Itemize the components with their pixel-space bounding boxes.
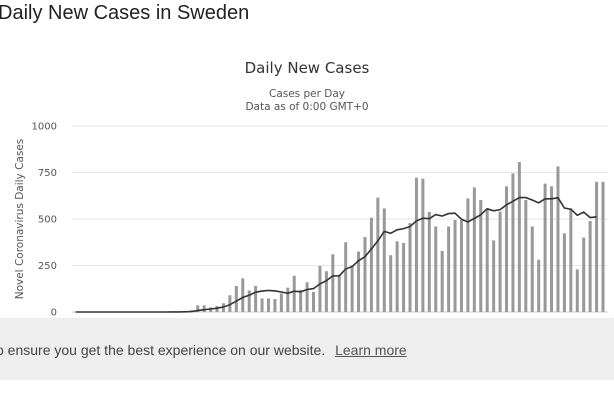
bar	[215, 306, 219, 312]
bar	[382, 208, 386, 312]
bar	[318, 266, 322, 312]
learn-more-link[interactable]: Learn more	[335, 342, 407, 358]
bar	[440, 250, 444, 312]
bar	[234, 285, 238, 312]
bar	[459, 219, 463, 312]
bar	[305, 282, 309, 312]
bar	[556, 166, 560, 312]
bar	[498, 211, 502, 312]
bar	[324, 271, 328, 312]
bar	[588, 221, 592, 312]
bar	[569, 208, 573, 312]
bar	[408, 223, 412, 312]
bar	[241, 278, 245, 312]
bar	[505, 186, 509, 312]
bar	[292, 275, 296, 312]
page-title: Daily New Cases in Sweden	[0, 2, 250, 24]
bar	[376, 197, 380, 312]
bar	[550, 186, 554, 312]
bar	[582, 237, 586, 312]
bar	[254, 285, 258, 312]
bar	[414, 177, 418, 312]
chart-subtitle: Cases per Day	[269, 88, 345, 100]
y-tick-label: 750	[38, 168, 57, 179]
chart-note: Data as of 0:00 GMT+0	[245, 101, 368, 113]
bar	[260, 298, 264, 312]
y-tick-label: 0	[51, 308, 57, 319]
bar	[266, 298, 270, 312]
bar	[337, 274, 341, 312]
bar	[543, 183, 547, 312]
bar	[331, 254, 335, 312]
bar	[279, 293, 283, 312]
bar	[517, 162, 521, 312]
y-axis-label: Novel Coronavirus Daily Cases	[14, 139, 26, 300]
bar	[312, 291, 316, 312]
y-tick-label: 500	[38, 215, 57, 226]
bar	[453, 219, 457, 312]
bar	[479, 200, 483, 312]
bar	[286, 287, 290, 312]
bar	[524, 200, 528, 312]
bar	[492, 240, 496, 312]
bar	[466, 198, 470, 312]
bar	[202, 305, 206, 312]
bar	[357, 251, 361, 312]
bar	[228, 295, 232, 312]
moving-average-line	[75, 196, 597, 313]
bar	[421, 178, 425, 312]
bar	[369, 217, 373, 312]
cookie-banner: o ensure you get the best experience on …	[0, 318, 614, 380]
bar	[595, 181, 599, 312]
bar	[434, 226, 438, 312]
bar	[447, 226, 451, 312]
bar	[402, 242, 406, 312]
bar	[273, 298, 277, 312]
bar	[537, 259, 541, 312]
bar	[299, 290, 303, 312]
bar	[350, 265, 354, 312]
bar	[344, 242, 348, 312]
bar	[601, 181, 605, 312]
bar	[247, 290, 251, 312]
bar	[427, 211, 431, 312]
y-tick-label: 250	[38, 261, 57, 272]
cookie-banner-text: o ensure you get the best experience on …	[0, 342, 326, 358]
chart-title: Daily New Cases	[245, 59, 370, 77]
bar	[562, 233, 566, 312]
bar	[389, 255, 393, 312]
bar	[575, 269, 579, 312]
bar	[363, 237, 367, 312]
bar	[472, 187, 476, 312]
bar	[511, 173, 515, 312]
bar	[395, 241, 399, 312]
bar	[196, 305, 200, 312]
bar	[485, 209, 489, 312]
y-tick-label: 1000	[32, 122, 57, 133]
bar	[530, 226, 534, 312]
